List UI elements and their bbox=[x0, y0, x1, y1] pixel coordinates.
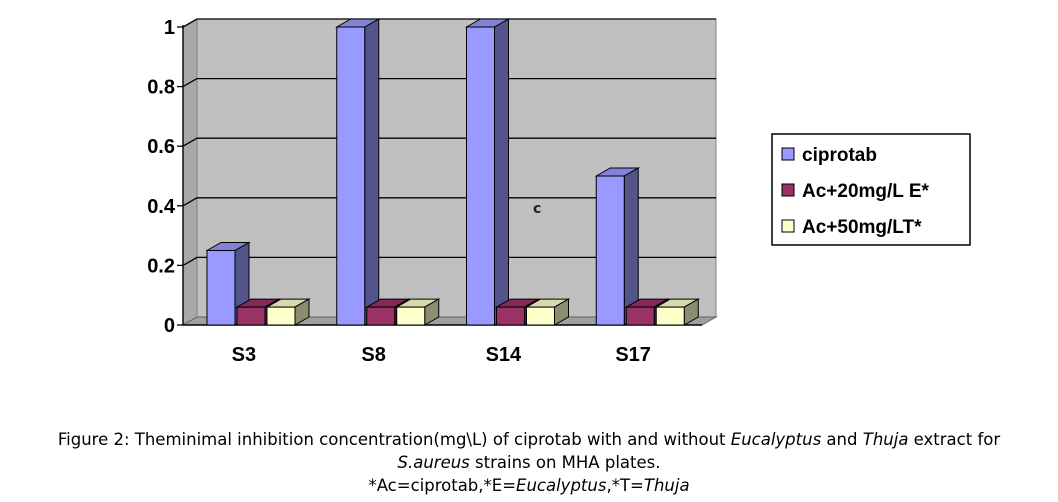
x-category-label: S3 bbox=[232, 344, 256, 366]
bar bbox=[336, 26, 366, 326]
caption-text: ,*T= bbox=[606, 476, 644, 495]
figure-caption: Figure 2: Theminimal inhibition concentr… bbox=[0, 428, 1058, 497]
gridline bbox=[182, 197, 716, 207]
bar bbox=[625, 306, 655, 326]
bar bbox=[396, 306, 426, 326]
bar bbox=[496, 306, 525, 326]
side-wall bbox=[182, 18, 198, 326]
bar bbox=[206, 250, 236, 326]
y-tick-label: 0.6 bbox=[147, 136, 175, 158]
bar bbox=[366, 306, 396, 326]
legend-label: Ac+50mg/LT* bbox=[802, 217, 922, 238]
gridline bbox=[182, 18, 716, 28]
caption-text: *Ac=ciprotab,*E= bbox=[368, 476, 517, 495]
bar-chart: 0 0.2 0.4 0.6 0.8 1 S3 S8 S14 S17 c ciprotab Ac+20… bbox=[147, 17, 971, 366]
caption-italic: Thuja bbox=[643, 476, 690, 495]
caption-italic: Thuja bbox=[862, 430, 909, 449]
caption-text: and bbox=[821, 430, 863, 449]
axis-labels: 0 0.2 0.4 0.6 0.8 1 S3 S8 S14 S17 bbox=[147, 17, 651, 366]
caption-italic: Eucalyptus bbox=[730, 430, 822, 449]
caption-text: Figure 2: Theminimal inhibition concentr… bbox=[57, 430, 731, 449]
legend-box bbox=[771, 133, 971, 246]
bars bbox=[205, 18, 701, 326]
legend: ciprotab Ac+20mg/L E* Ac+50mg/LT* bbox=[771, 133, 971, 246]
caption-line-3: *Ac=ciprotab,*E=Eucalyptus,*T=Thuja bbox=[0, 474, 1058, 497]
gridline bbox=[182, 77, 716, 88]
caption-italic: Eucalyptus bbox=[516, 476, 607, 495]
annotation-text: c bbox=[533, 201, 541, 217]
bar bbox=[236, 306, 266, 326]
legend-label: Ac+20mg/L E* bbox=[802, 181, 930, 202]
y-tick-label: 1 bbox=[164, 17, 175, 39]
gridline bbox=[182, 256, 716, 266]
y-tick-label: 0.2 bbox=[147, 255, 175, 277]
legend-swatch bbox=[781, 219, 795, 233]
bar bbox=[595, 175, 625, 326]
caption-text: strains on MHA plates. bbox=[469, 453, 661, 472]
bar bbox=[526, 306, 555, 326]
x-category-label: S8 bbox=[361, 344, 385, 366]
y-tick-label: 0 bbox=[164, 315, 175, 337]
caption-line-1: Figure 2: Theminimal inhibition concentr… bbox=[0, 428, 1058, 451]
legend-swatch bbox=[781, 147, 795, 161]
bar-side bbox=[494, 18, 509, 326]
gridlines bbox=[182, 18, 716, 266]
bar bbox=[655, 306, 685, 326]
y-tick-label: 0.8 bbox=[147, 77, 175, 99]
caption-line-2: S.aureus strains on MHA plates. bbox=[0, 451, 1058, 474]
y-tick-label: 0.4 bbox=[147, 196, 176, 218]
caption-italic: S.aureus bbox=[397, 453, 470, 472]
x-category-label: S14 bbox=[486, 344, 522, 366]
x-category-label: S17 bbox=[615, 344, 651, 366]
gridline bbox=[182, 137, 716, 147]
bar bbox=[466, 26, 495, 326]
bar bbox=[266, 306, 296, 326]
bar-side bbox=[364, 18, 380, 326]
legend-label: ciprotab bbox=[802, 145, 877, 166]
legend-swatch bbox=[781, 183, 795, 197]
caption-text: extract for bbox=[908, 430, 1001, 449]
